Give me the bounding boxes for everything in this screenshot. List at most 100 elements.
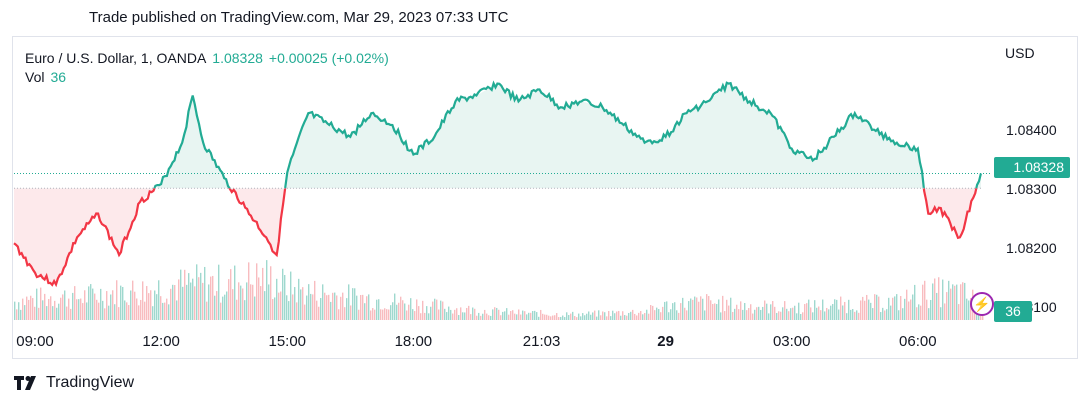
volume-bar [402,300,404,320]
volume-bar [690,298,692,320]
volume-bar [26,296,28,320]
volume-bar [896,294,898,320]
volume-bar [830,305,832,320]
chart-legend: Euro / U.S. Dollar, 1, OANDA 1.08328 +0.00… [25,48,389,69]
volume-bar [386,309,388,320]
volume-bar [232,289,234,320]
volume-bar [782,307,784,320]
volume-bar [468,305,470,320]
last-price-tag: 1.08328 [994,157,1070,178]
volume-bar [354,288,356,320]
volume-bar [124,300,126,320]
volume-bar [108,305,110,320]
volume-bar [816,307,818,320]
volume-bar [296,302,298,320]
volume-bar [706,294,708,320]
volume-bar [584,315,586,320]
area-fill-up [14,83,981,189]
volume-bar [48,299,50,320]
volume-bar [538,316,540,320]
published-caption: Trade published on TradingView.com, Mar … [89,9,509,26]
volume-bar [898,310,900,320]
volume-bar [702,298,704,320]
volume-bar [962,282,964,320]
volume-bar [416,299,418,320]
symbol-label[interactable]: Euro / U.S. Dollar, 1, OANDA [25,50,207,66]
volume-bar [932,283,934,320]
volume-bar [400,296,402,320]
volume-bar [504,311,506,320]
volume-bar [578,313,580,320]
volume-bar [956,284,958,320]
brand[interactable]: TradingView [14,374,134,392]
volume-bar [672,303,674,320]
volume-bar [678,312,680,320]
volume-bar [884,310,886,320]
volume-bar [482,313,484,320]
volume-bar [634,313,636,320]
volume-bar [154,290,156,320]
volume-bar [278,292,280,320]
volume-bar [868,299,870,320]
volume-bar [562,315,564,320]
lightning-icon[interactable]: ⚡ [970,292,994,316]
volume-bar [908,301,910,320]
volume-bar [328,294,330,320]
volume-bar [310,293,312,320]
volume-bar [116,280,118,320]
volume-bar [676,310,678,320]
volume-bar [902,308,904,320]
volume-bar [710,300,712,320]
volume-bar [342,292,344,320]
volume-bar [786,308,788,320]
volume-bar [566,312,568,320]
volume-bar [756,307,758,320]
price-line-up [153,80,982,189]
volume-bar [128,305,130,320]
volume-bar [950,288,952,320]
volume-bar [36,288,38,320]
volume-bar [882,307,884,320]
volume-bar [216,291,218,320]
volume-bar [344,307,346,320]
volume-bar [332,292,334,320]
volume-bar [506,308,508,320]
volume-bar [664,301,666,320]
volume-bar [958,304,960,320]
volume-bar [462,312,464,320]
volume-bar [526,314,528,320]
volume-bar [110,294,112,320]
volume-bar [688,301,690,320]
volume-bar [372,308,374,320]
volume-bar [856,310,858,320]
volume-bar [444,308,446,320]
volume-bar [256,263,258,320]
volume-bar [92,288,94,320]
volume-bar [922,284,924,320]
volume-bar [640,311,642,320]
volume-bar [454,309,456,320]
volume-bar [918,304,920,320]
volume-bar [534,310,536,320]
volume-bar [208,284,210,320]
volume-bar [490,315,492,320]
volume-bar [32,298,34,320]
volume-bar [724,311,726,320]
volume-bar [510,311,512,320]
volume-value: 36 [50,69,67,85]
volume-bar [924,280,926,320]
volume-bar [218,264,220,320]
volume-bar [652,305,654,320]
volume-bar [420,313,422,320]
volume-bar [40,287,42,320]
volume-bar [536,312,538,320]
volume-bar [790,308,792,320]
volume-bar [572,311,574,320]
y-tick-label: 1.08400 [1006,121,1057,138]
volume-bar [968,300,970,320]
volume-bar [86,302,88,320]
volume-bar [564,317,566,320]
currency-label[interactable]: USD [1005,45,1035,61]
volume-bar [794,305,796,320]
